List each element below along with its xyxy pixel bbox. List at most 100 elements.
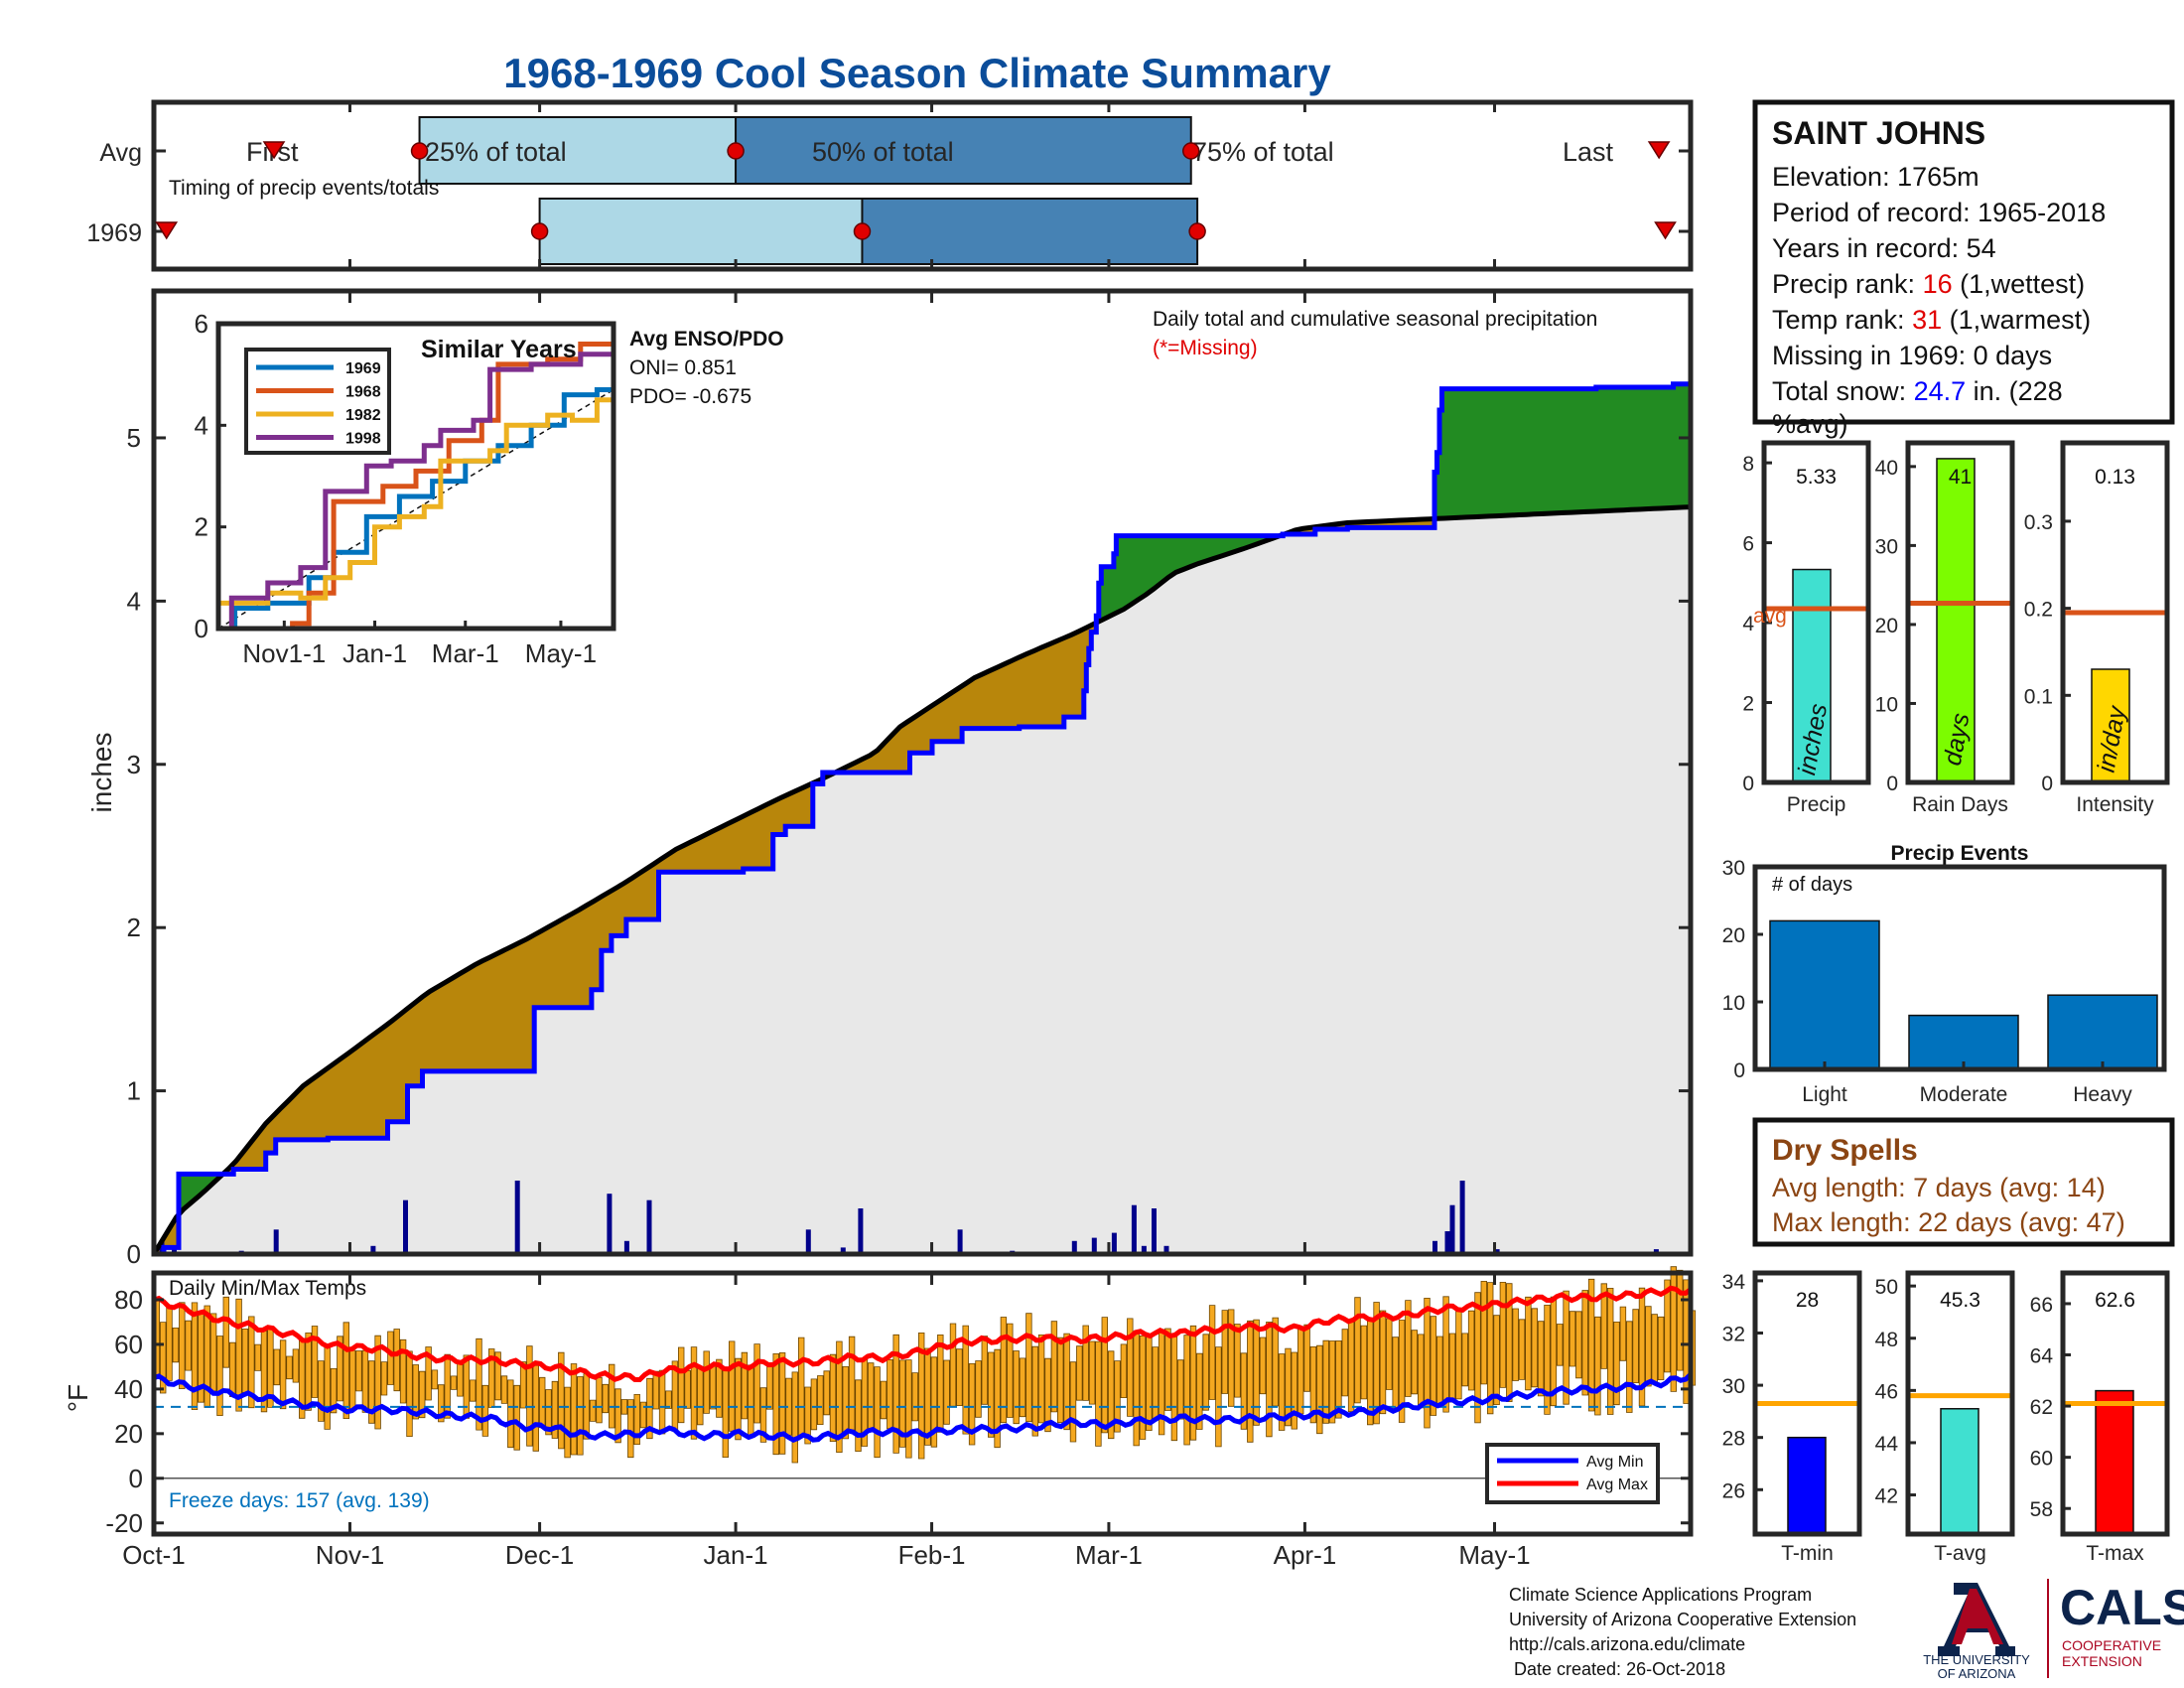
info-years: Years in record: 54 bbox=[1772, 233, 1996, 263]
stat-avg-label-0: avg bbox=[1753, 605, 1787, 628]
stat-ytick-label-2-2: 0.2 bbox=[2024, 599, 2053, 622]
dry-spells-box: Dry Spells Avg length: 7 days (avg: 14) … bbox=[1752, 1117, 2175, 1247]
info-snow: Total snow: 24.7 in. (228 bbox=[1772, 376, 2063, 406]
stat-xlabel-2: Intensity bbox=[2076, 793, 2154, 816]
temp-stat-bar-2 bbox=[2095, 1389, 2134, 1535]
precip-rank-value: 16 bbox=[1923, 269, 1953, 299]
timing-q25-q50-box-0 bbox=[418, 116, 738, 185]
temp-stat-ytick-label-0-3: 32 bbox=[1722, 1323, 1745, 1345]
daily-precip-bar-4 bbox=[370, 1245, 376, 1254]
timing-q50-marker-1 bbox=[853, 222, 872, 240]
precip-ytick-label-2: 2 bbox=[127, 913, 141, 942]
timing-ticks bbox=[152, 102, 1691, 269]
stat-value-label-2: 0.13 bbox=[2095, 466, 2135, 489]
daily-precip-bar-19 bbox=[1141, 1245, 1147, 1254]
precip-frame bbox=[151, 288, 1694, 1257]
temp-stat-chart-t-max: 58 60 62 64 66 62.6 T-max bbox=[2030, 1270, 2170, 1565]
inset-series-1998 bbox=[218, 344, 616, 632]
daily-precip-bar-13 bbox=[957, 1229, 963, 1254]
footer-line-2: University of Arizona Cooperative Extens… bbox=[1509, 1610, 1856, 1629]
timing-q25-q50-box-1 bbox=[538, 198, 864, 265]
stat-bar-2 bbox=[2091, 668, 2130, 783]
temp-frame bbox=[151, 1270, 1694, 1537]
inset-xtick-label-1: Jan-1 bbox=[342, 638, 407, 668]
month-label-3: Jan-1 bbox=[704, 1540, 768, 1570]
precip-ytick-label-3: 3 bbox=[127, 750, 141, 779]
footer-line-1: Climate Science Applications Program bbox=[1509, 1585, 1812, 1605]
month-label-7: May-1 bbox=[1458, 1540, 1530, 1570]
inset-title: Similar Years bbox=[421, 336, 577, 363]
temp-stat-xlabel-2: T-max bbox=[2086, 1542, 2144, 1565]
inset-legend-label-1969: 1969 bbox=[345, 360, 381, 377]
ua-name-line-2: OF ARIZONA bbox=[1938, 1666, 2016, 1681]
inset-frame bbox=[215, 321, 616, 632]
timing-first-marker-0 bbox=[262, 141, 286, 160]
dry-spells-title: Dry Spells bbox=[1772, 1134, 1918, 1167]
timing-q25-marker-0 bbox=[410, 142, 429, 160]
timing-q50-q75-box-0 bbox=[735, 116, 1192, 185]
precip-rank-suffix: (1,wettest) bbox=[1953, 269, 2086, 299]
footer-line-3: http://cals.arizona.edu/climate bbox=[1509, 1634, 1745, 1654]
daily-precip-bar-20 bbox=[1152, 1208, 1157, 1254]
temp-legend: Avg Min Avg Max bbox=[1485, 1443, 1660, 1504]
stat-xlabel-1: Rain Days bbox=[1912, 793, 2008, 816]
daily-precip-bar-23 bbox=[1444, 1231, 1450, 1254]
freeze-days-text: Freeze days: 157 (avg. 139) bbox=[169, 1489, 430, 1512]
daily-precip-bar-25 bbox=[1459, 1181, 1465, 1254]
daily-precip-bar-8 bbox=[623, 1240, 629, 1254]
snow-value: 24.7 bbox=[1914, 376, 1967, 406]
daily-precip-bar-1 bbox=[172, 1247, 177, 1254]
stat-xlabel-0: Precip bbox=[1787, 793, 1846, 816]
inset-average-dashed-line bbox=[217, 388, 614, 630]
figure-title: 1968-1969 Cool Season Climate Summary bbox=[503, 50, 1331, 96]
footer-line-4: Date created: 26-Oct-2018 bbox=[1509, 1659, 1725, 1679]
timing-q75-marker-0 bbox=[1181, 142, 1200, 160]
daily-precip-bar-15 bbox=[1071, 1240, 1077, 1254]
month-label-5: Mar-1 bbox=[1075, 1540, 1143, 1570]
stat-value-label-0: 5.33 bbox=[1796, 466, 1837, 489]
daily-precip-bar-5 bbox=[403, 1199, 408, 1254]
precip-cumulative-lines bbox=[151, 381, 1692, 1257]
precip-event-label-light: Light bbox=[1802, 1083, 1847, 1106]
timing-q50-marker-0 bbox=[727, 142, 745, 160]
precip-ytick-label-5: 5 bbox=[127, 423, 141, 453]
footer: Climate Science Applications Program Uni… bbox=[1509, 1579, 2184, 1681]
month-label-4: Feb-1 bbox=[898, 1540, 966, 1570]
month-label-6: Apr-1 bbox=[1274, 1540, 1337, 1570]
stat-ytick-label-2-3: 0.3 bbox=[2024, 511, 2053, 534]
stat-ytick-label-0-2: 4 bbox=[1742, 613, 1754, 635]
cals-sub-line-1: COOPERATIVE bbox=[2062, 1637, 2161, 1653]
temp-ytick-label-4: 0 bbox=[129, 1464, 143, 1493]
stat-ytick-label-0-4: 8 bbox=[1742, 453, 1754, 476]
timing-quartile-bars bbox=[418, 116, 1199, 265]
temp-rank-value: 31 bbox=[1912, 305, 1942, 335]
station-info-box: SAINT JOHNS Elevation: 1765m Period of r… bbox=[1752, 99, 2175, 439]
precip-chart: 0 1 2 3 4 5 inches Daily total and cumulative… bbox=[86, 288, 1694, 1269]
daily-precip-bar-6 bbox=[514, 1181, 520, 1254]
stat-bar-frame-2 bbox=[2060, 440, 2170, 785]
station-name: SAINT JOHNS bbox=[1772, 115, 1985, 151]
temp-stat-ytick-label-2-0: 58 bbox=[2030, 1498, 2053, 1521]
precip-above-average-area bbox=[179, 383, 1691, 1213]
precip-events-ytick-label-3: 30 bbox=[1722, 857, 1745, 880]
daily-precip-bar-24 bbox=[1449, 1204, 1455, 1254]
timing-caption: Timing of precip events/totals bbox=[169, 177, 439, 200]
precip-daily-bars bbox=[159, 1181, 1659, 1254]
precip-ytick-label-0: 0 bbox=[127, 1239, 141, 1269]
daily-precip-bar-10 bbox=[805, 1229, 811, 1254]
inset-ytick-label-1: 2 bbox=[195, 512, 208, 542]
timing-row-avg-label: Avg bbox=[99, 139, 142, 167]
temp-stat-ytick-label-1-2: 46 bbox=[1875, 1380, 1898, 1403]
stat-ytick-label-2-1: 0.1 bbox=[2024, 685, 2053, 708]
daily-precip-bar-12 bbox=[858, 1208, 864, 1254]
month-label-1: Nov-1 bbox=[316, 1540, 384, 1570]
stat-ytick-label-1-1: 10 bbox=[1875, 693, 1898, 716]
enso-pdo: PDO= -0.675 bbox=[629, 385, 751, 408]
temp-ylabel: °F bbox=[63, 1384, 93, 1412]
temp-ytick-label-3: 20 bbox=[114, 1419, 143, 1449]
info-elevation: Elevation: 1765m bbox=[1772, 162, 1979, 192]
stat-ytick-label-0-1: 2 bbox=[1742, 693, 1754, 716]
